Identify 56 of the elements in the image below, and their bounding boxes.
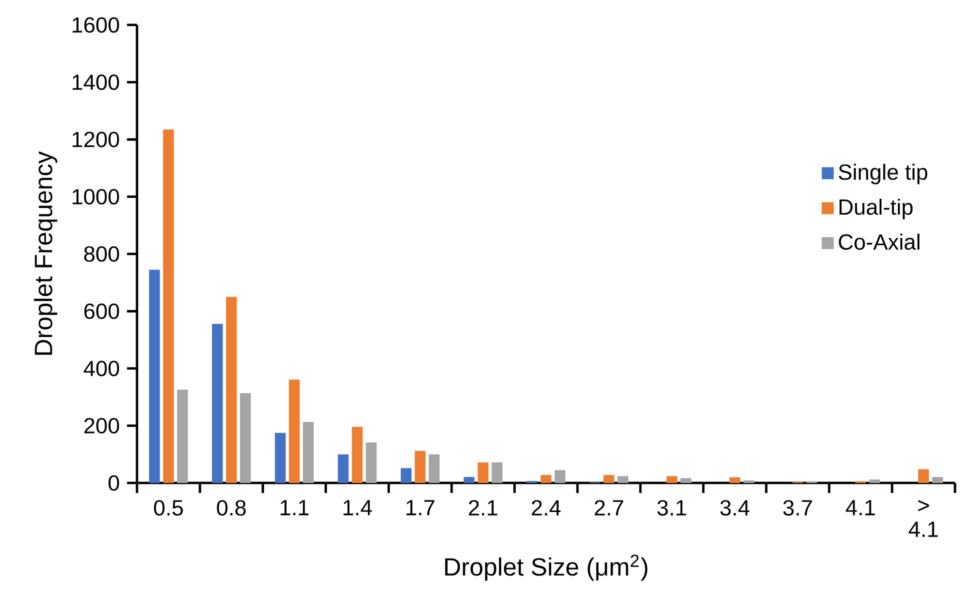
bar: [932, 476, 943, 483]
bar: [149, 270, 160, 483]
bar: [680, 478, 692, 483]
bar: [338, 454, 349, 483]
bar: [428, 454, 440, 483]
bar: [604, 474, 614, 483]
y-tick-label: 600: [84, 303, 120, 320]
x-tick-label: > 4.1: [908, 500, 938, 537]
y-axis-title: Droplet Frequency: [34, 151, 58, 355]
bar: [400, 468, 412, 483]
legend-label: Co-Axial: [838, 234, 920, 250]
bar: [240, 393, 251, 483]
bar: [618, 476, 628, 483]
bar: [366, 442, 377, 483]
bar: [226, 296, 237, 483]
x-tick-label: 3.1: [657, 500, 686, 516]
bar: [729, 477, 740, 483]
y-tick-label: 0: [108, 475, 120, 491]
bar: [464, 476, 474, 483]
y-tick-label: 1000: [72, 188, 120, 205]
x-axis-title: Droplet Size (μm$^{2}$): [445, 554, 648, 581]
bar: [302, 422, 314, 483]
y-tick-label: 1600: [72, 17, 120, 33]
legend-label: Single tip: [838, 164, 928, 184]
x-tick-label: 0.8: [216, 500, 246, 516]
bar: [918, 469, 929, 483]
bar: [478, 462, 488, 483]
y-tick-label: 800: [84, 246, 120, 262]
x-tick-label: 0.5: [154, 500, 183, 516]
bar: [492, 462, 502, 483]
x-tick-label: 1.7: [406, 500, 434, 516]
bar: [869, 480, 880, 483]
x-tick-label: 2.1: [468, 500, 498, 516]
bar: [540, 474, 552, 483]
y-tick-label: 400: [84, 360, 120, 376]
bar: [743, 480, 754, 483]
x-tick-label: 1.4: [344, 500, 372, 516]
bar: [274, 432, 286, 483]
x-tick-label: 4.1: [846, 500, 875, 516]
x-tick-label: 2.4: [532, 500, 561, 516]
bar: [414, 450, 426, 483]
bar: [288, 380, 300, 483]
x-tick-label: 3.7: [783, 500, 812, 516]
bar: [163, 129, 174, 483]
x-tick-label: 1.1: [280, 500, 309, 516]
bar: [554, 470, 566, 483]
x-tick-label: 3.4: [720, 500, 750, 516]
y-tick-label: 200: [84, 418, 120, 434]
bar: [177, 390, 188, 483]
bar: [212, 324, 223, 483]
y-tick-label: 1400: [72, 74, 120, 90]
x-tick-label: 2.7: [594, 500, 624, 516]
legend-label: Dual-tip: [840, 198, 913, 220]
bar: [352, 426, 363, 483]
bar: [666, 476, 678, 483]
y-tick-label: 1200: [72, 132, 120, 148]
